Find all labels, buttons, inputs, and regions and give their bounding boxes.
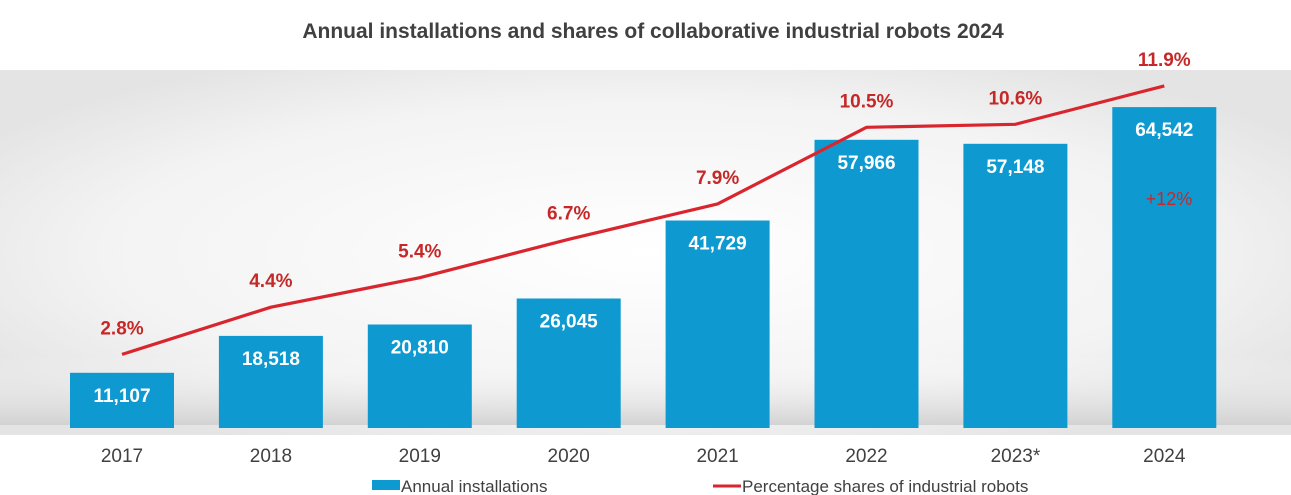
bars-layer xyxy=(70,107,1217,429)
line-layer xyxy=(121,84,1165,356)
legend-label-percentage: Percentage shares of industrial robots xyxy=(742,477,1028,495)
growth-annotation: +12% xyxy=(1146,189,1193,209)
chart-title: Annual installations and shares of colla… xyxy=(302,20,1004,43)
x-tick-label: 2024 xyxy=(1143,446,1186,467)
x-axis-ticks: 2017 2018 2019 2020 2021 2022 2023* 2024 xyxy=(101,446,1186,467)
percentage-label: 10.6% xyxy=(988,88,1042,109)
bar-2023-star xyxy=(963,143,1068,429)
bar-value-label: 64,542 xyxy=(1135,120,1193,141)
percentage-label: 2.8% xyxy=(100,318,143,339)
bar-2024 xyxy=(1112,107,1217,428)
bar-value-label: 57,966 xyxy=(837,153,895,174)
bar-2018 xyxy=(218,335,323,428)
bar-value-label: 18,518 xyxy=(242,349,300,370)
bar-labels-layer: 11,107 18,518 20,810 26,045 41,729 57,966 57,1… xyxy=(93,120,1193,407)
percentage-label: 4.4% xyxy=(249,271,292,292)
legend-swatch-installations xyxy=(372,480,400,490)
x-tick-label: 2018 xyxy=(250,446,292,467)
percentage-line xyxy=(121,84,1165,356)
x-tick-label: 2021 xyxy=(696,446,738,467)
bar-value-label: 26,045 xyxy=(540,312,599,333)
x-tick-label: 2017 xyxy=(101,446,143,467)
pct-labels-layer: 2.8% 4.4% 5.4% 6.7% 7.9% 10.5% 10.6% 11.9% xyxy=(100,50,1191,339)
percentage-label: 6.7% xyxy=(547,203,590,224)
percentage-label: 5.4% xyxy=(398,242,441,263)
legend: Annual installations Percentage shares o… xyxy=(372,477,1028,495)
legend-label-installations: Annual installations xyxy=(401,477,547,495)
bar-2017 xyxy=(70,372,174,428)
bar-value-label: 41,729 xyxy=(689,234,747,255)
plot-floor-shadow xyxy=(0,355,1291,425)
x-tick-label: 2019 xyxy=(399,446,441,467)
bar-2021 xyxy=(665,220,770,428)
x-tick-label: 2022 xyxy=(845,446,887,467)
bar-2020 xyxy=(516,298,621,428)
percentage-label: 10.5% xyxy=(840,91,894,112)
percentage-label: 11.9% xyxy=(1138,50,1191,71)
percentage-label: 7.9% xyxy=(696,168,739,189)
bar-value-label: 57,148 xyxy=(986,157,1044,178)
x-tick-label: 2023* xyxy=(991,446,1041,467)
bar-2019 xyxy=(367,324,472,428)
x-tick-label: 2020 xyxy=(548,446,590,467)
bar-value-label: 20,810 xyxy=(391,338,449,359)
bar-value-label: 11,107 xyxy=(93,386,150,407)
bar-2022 xyxy=(814,139,919,429)
